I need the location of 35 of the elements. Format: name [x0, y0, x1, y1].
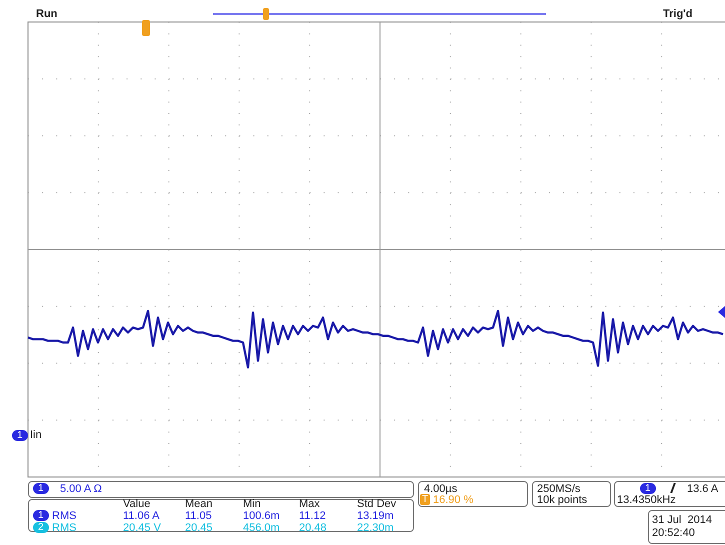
text: 20.48 — [299, 522, 327, 534]
text: 1 — [640, 483, 656, 494]
text: Min — [243, 498, 261, 510]
text: 5.00 A Ω — [60, 483, 102, 495]
text: 13.4350kHz — [617, 494, 676, 506]
text: Value — [123, 498, 150, 510]
text: 16.90 % — [433, 494, 474, 506]
text: 31 Jul 2014 — [652, 514, 712, 526]
text: 20:52:40 — [652, 527, 695, 539]
text: 2 — [33, 522, 49, 533]
text: Run — [36, 8, 58, 20]
text: 20.45 V — [123, 522, 161, 534]
text: 1 — [33, 483, 49, 494]
text: 10k points — [537, 494, 588, 506]
text: Std Dev — [357, 498, 396, 510]
text: 22.30m — [357, 522, 394, 534]
text: 11.06 A — [123, 510, 160, 522]
text: 13.6 A — [687, 483, 718, 495]
text: RMS — [52, 522, 76, 534]
text: 456.0m — [243, 522, 280, 534]
text: 100.6m — [243, 510, 280, 522]
text: 20.45 — [185, 522, 213, 534]
annotation: Iin — [30, 429, 42, 441]
text: Mean — [185, 498, 213, 510]
text: 11.05 — [185, 510, 212, 522]
text: 4.00µs — [424, 483, 458, 495]
text: Max — [299, 498, 320, 510]
text: T — [420, 494, 430, 505]
text: 1 — [12, 430, 28, 441]
text: RMS — [52, 510, 76, 522]
text: Trig'd — [663, 8, 693, 20]
text: 250MS/s — [537, 483, 580, 495]
text: 13.19m — [357, 510, 394, 522]
text: 1 — [33, 510, 49, 521]
text: 11.12 — [299, 510, 326, 522]
